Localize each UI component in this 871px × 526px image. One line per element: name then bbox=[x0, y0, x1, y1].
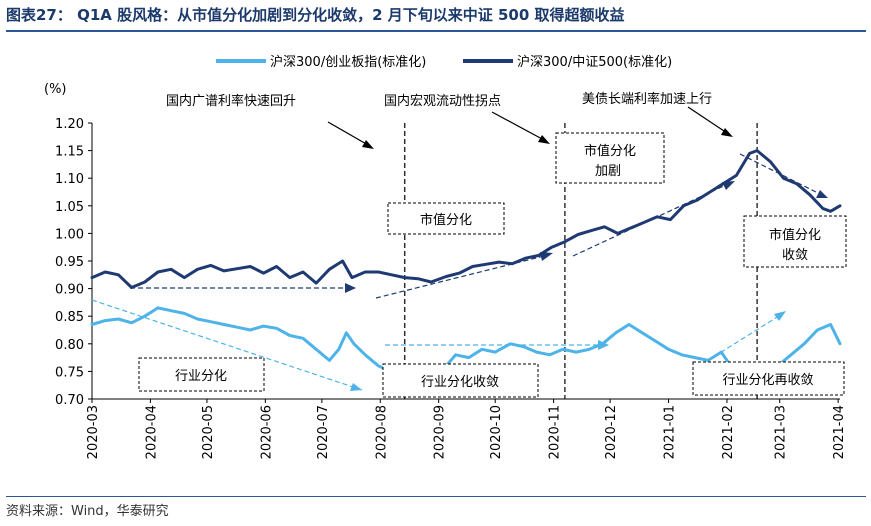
legend-label-light: 沪深300/创业板指(标准化) bbox=[270, 54, 426, 70]
box-industry-convergence: 行业分化收敛 bbox=[382, 363, 539, 398]
annotation-arrow-1 bbox=[327, 121, 374, 149]
y-axis: 1.20 1.15 1.10 1.05 1.00 0.95 0.90 0.85 0.80 0.75… bbox=[55, 117, 93, 408]
footer-rule bbox=[6, 496, 866, 497]
box-cap-divergence: 市值分化 bbox=[387, 202, 505, 235]
annotation-label-2: 国内宏观流动性拐点 bbox=[384, 93, 501, 109]
title-rule bbox=[6, 30, 866, 32]
trend-arrow-dark-4 bbox=[739, 153, 823, 196]
x-tick-label: 2020-04 bbox=[144, 405, 159, 459]
arrowhead-light-3 bbox=[774, 311, 786, 321]
x-tick-label: 2021-04 bbox=[832, 405, 847, 459]
legend: 沪深300/创业板指(标准化) 沪深300/中证500(标准化) bbox=[216, 54, 672, 70]
figure-title: 图表27： Q1A 股风格：从市值分化加剧到分化收敛，2 月下旬以来中证 500… bbox=[6, 6, 625, 24]
series-line-hs300-csi500 bbox=[90, 149, 842, 289]
annotation-label-3: 美债长端利率加速上行 bbox=[582, 91, 712, 107]
box-cap-intensify-line2: 加剧 bbox=[595, 164, 621, 179]
arrowhead-dark-4 bbox=[816, 190, 828, 198]
box-cap-convergence-line2: 收敛 bbox=[782, 247, 808, 263]
y-tick-label: 0.80 bbox=[55, 338, 84, 353]
x-tick-label: 2020-08 bbox=[374, 405, 389, 459]
box-cap-convergence-line1: 市值分化 bbox=[769, 227, 821, 243]
box-cap-divergence-text: 市值分化 bbox=[420, 212, 472, 228]
y-tick-label: 1.15 bbox=[55, 145, 84, 160]
box-cap-intensify-line1: 市值分化 bbox=[584, 143, 636, 159]
x-tick-label: 2020-06 bbox=[259, 405, 274, 459]
x-tick-label: 2020-05 bbox=[201, 405, 216, 459]
arrowhead-light-1 bbox=[350, 383, 362, 391]
x-tick-label: 2020-12 bbox=[604, 405, 619, 459]
box-industry-divergence-text: 行业分化 bbox=[175, 369, 227, 384]
y-tick-label: 0.95 bbox=[55, 255, 84, 270]
x-tick-label: 2020-07 bbox=[316, 405, 331, 459]
series-line-hs300-chinext bbox=[90, 306, 842, 382]
annotation-arrow-2 bbox=[491, 111, 550, 144]
x-axis: 2020-03 2020-04 2020-05 2020-06 2020-07 2020-… bbox=[86, 398, 847, 459]
legend-label-dark: 沪深300/中证500(标准化) bbox=[517, 54, 672, 70]
y-tick-label: 0.70 bbox=[55, 393, 84, 408]
box-industry-divergence: 行业分化 bbox=[138, 357, 265, 392]
box-industry-reconvergence-text: 行业分化再收敛 bbox=[722, 372, 813, 388]
y-tick-label: 1.00 bbox=[55, 227, 84, 242]
x-tick-label: 2020-03 bbox=[86, 405, 101, 459]
y-tick-label: 0.90 bbox=[55, 283, 84, 298]
x-tick-label: 2020-10 bbox=[489, 405, 504, 459]
trend-arrow-light-3 bbox=[706, 313, 783, 362]
series-layer bbox=[90, 149, 842, 382]
annotation-label-1: 国内广谱利率快速回升 bbox=[166, 93, 296, 109]
box-industry-reconvergence: 行业分化再收敛 bbox=[692, 361, 845, 396]
y-tick-label: 0.75 bbox=[55, 365, 84, 380]
box-cap-intensify: 市值分化 加剧 bbox=[555, 132, 665, 184]
x-tick-label: 2021-03 bbox=[774, 405, 789, 459]
y-tick-label: 1.20 bbox=[55, 117, 84, 132]
y-axis-unit: (%) bbox=[44, 82, 67, 97]
source-note: 资料来源：Wind，华泰研究 bbox=[6, 504, 169, 519]
x-tick-label: 2020-09 bbox=[433, 405, 448, 459]
y-tick-label: 1.10 bbox=[55, 172, 84, 187]
x-tick-label: 2020-11 bbox=[548, 405, 563, 459]
x-tick-label: 2021-02 bbox=[721, 405, 736, 459]
box-industry-convergence-text: 行业分化收敛 bbox=[421, 374, 499, 390]
arrowhead-dark-1 bbox=[345, 283, 356, 293]
box-cap-convergence: 市值分化 收敛 bbox=[743, 215, 847, 268]
x-tick-label: 2021-01 bbox=[663, 405, 678, 459]
annotation-arrow-3 bbox=[687, 106, 733, 137]
y-tick-label: 0.85 bbox=[55, 310, 84, 325]
y-tick-label: 1.05 bbox=[55, 200, 84, 215]
